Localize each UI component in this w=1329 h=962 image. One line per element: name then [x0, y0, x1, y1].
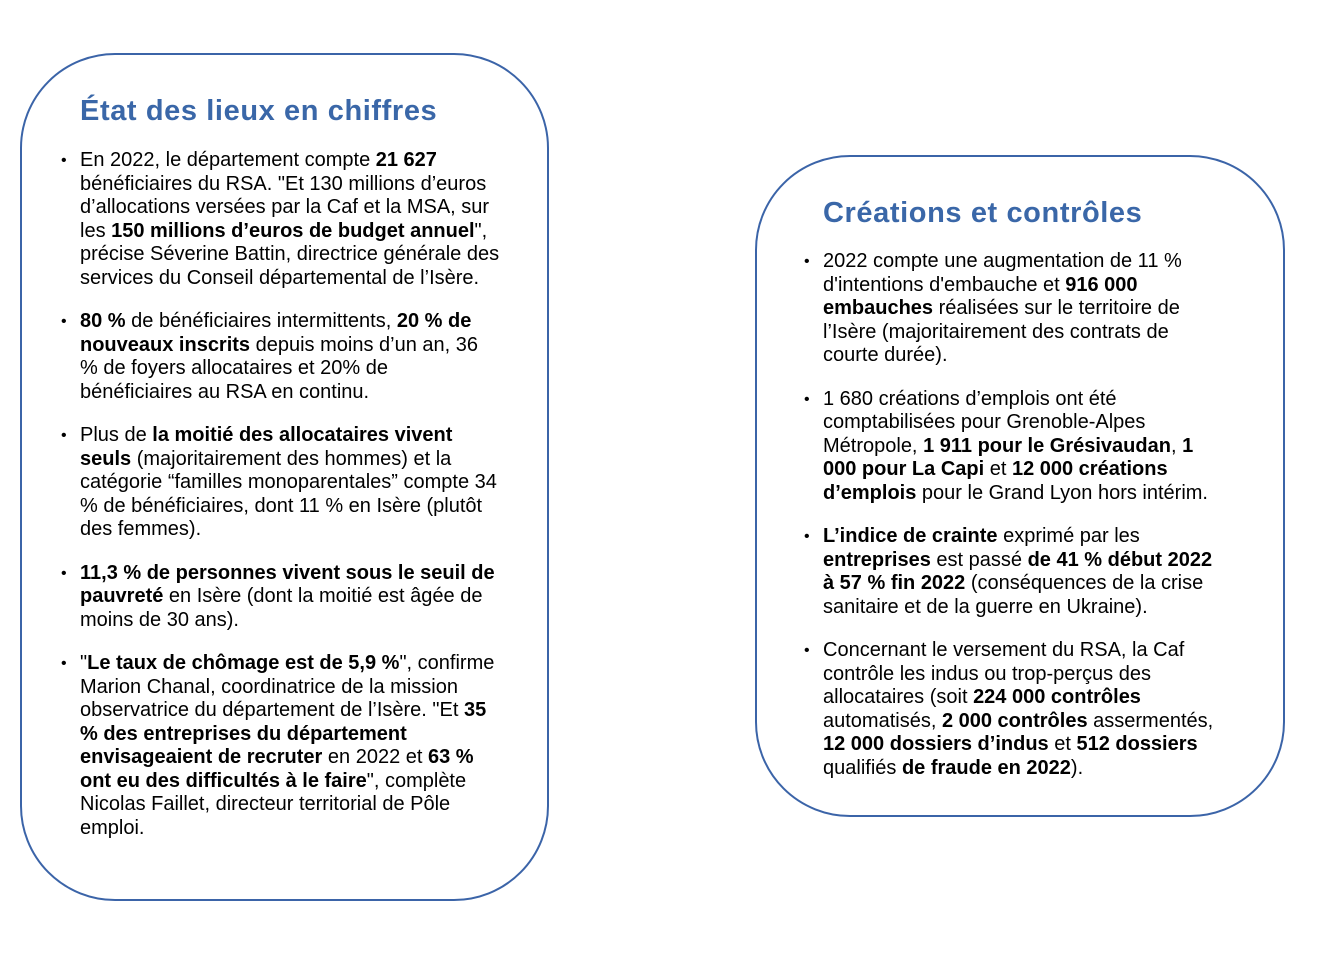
bullet-icon: • — [61, 313, 67, 330]
bold-text: 512 dossiers — [1076, 733, 1198, 755]
bullet-icon: • — [804, 390, 810, 408]
list-item: • "Le taux de chômage est de 5,9 %", conf… — [60, 652, 500, 840]
panel-title: Créations et contrôles — [823, 197, 1143, 229]
bullet-icon: • — [61, 427, 67, 444]
list-item: • L’indice de crainte exprimé par les ent… — [803, 525, 1228, 619]
bold-text: 63 % ont eu des difficultés à le faire — [80, 746, 474, 792]
text: bénéficiaires du RSA. "Et 130 millions d… — [80, 172, 490, 242]
text: en 2022 et — [322, 746, 428, 768]
list-item: • Concernant le versement du RSA, la Caf … — [803, 639, 1228, 780]
bold-text: 20 % de nouveaux inscrits — [80, 310, 472, 356]
list-item: • 80 % de bénéficiaires intermittents, 20… — [60, 310, 500, 404]
text: assermentés, — [1087, 709, 1214, 732]
bold-text: de 41 % début 2022 à 57 % fin 2022 — [823, 548, 1213, 595]
bold-text: 1 000 pour La Capi — [823, 434, 1194, 481]
bullet-icon: • — [61, 152, 67, 169]
text: En 2022, le département compte — [80, 149, 376, 171]
bullet-icon: • — [61, 564, 67, 582]
text: 1 680 créations d’emplois ont été compta… — [823, 387, 1146, 457]
bold-text: 80 % — [80, 310, 126, 332]
text: 2022 compte une augmentation de 11 % d'i… — [823, 250, 1182, 296]
bold-text: entreprises — [823, 548, 931, 571]
stats-panel: État des lieux en chiffres • En 2022, le … — [20, 53, 549, 901]
text: ). — [1070, 756, 1084, 779]
bold-text: de fraude en 2022 — [901, 756, 1071, 779]
creations-list: • 2022 compte une augmentation de 11 % d'… — [803, 250, 1228, 800]
text: et — [984, 458, 1012, 480]
text: depuis moins d’un an, 36 % de foyers all… — [80, 333, 478, 403]
stats-list: • En 2022, le département compte 21 627 b… — [60, 149, 500, 860]
bold-text: 150 millions d’euros de budget annuel — [111, 219, 475, 242]
text: Concernant le versement du RSA, la Caf c… — [823, 639, 1185, 708]
creations-panel: Créations et contrôles • 2022 compte une … — [755, 155, 1285, 817]
text: pour le Grand Lyon hors intérim. — [916, 481, 1208, 504]
text: (majoritairement des hommes) et la catég… — [80, 447, 497, 541]
text: , — [1170, 434, 1183, 457]
bullet-icon: • — [804, 528, 810, 545]
text: qualifiés — [823, 756, 902, 779]
list-item: • En 2022, le département compte 21 627 b… — [60, 149, 500, 290]
text: ", complète Nicolas Faillet, directeur t… — [80, 769, 467, 839]
bold-text: 224 000 contrôles — [973, 686, 1141, 708]
bold-text: L’indice de crainte — [823, 525, 998, 547]
text: " — [80, 652, 88, 674]
bold-text: 12 000 dossiers d’indus — [823, 733, 1049, 755]
bullet-icon: • — [804, 253, 810, 270]
panel-title: État des lieux en chiffres — [80, 95, 438, 127]
bold-text: la moitié des allocataires vivent seuls — [80, 424, 453, 470]
bullet-icon: • — [61, 655, 67, 672]
text: exprimé par les — [997, 525, 1140, 547]
bold-text: 21 627 — [375, 149, 437, 171]
bold-text: 12 000 créations d’emplois — [823, 458, 1168, 504]
text: est passé — [930, 548, 1028, 571]
bullet-icon: • — [804, 642, 810, 659]
bold-text: Le taux de chômage est de 5,9 % — [87, 652, 400, 674]
text: réalisées sur le territoire de l’Isère (… — [823, 297, 1180, 366]
list-item: • Plus de la moitié des allocataires vive… — [60, 424, 500, 542]
bold-text: 916 000 embauches — [823, 273, 1138, 320]
text: en Isère (dont la moitié est âgée de moi… — [80, 585, 483, 631]
list-item: • 2022 compte une augmentation de 11 % d'… — [803, 250, 1228, 368]
bold-text: 11,3 % de personnes vivent sous le seuil… — [80, 561, 495, 608]
bold-text: 2 000 contrôles — [941, 709, 1088, 732]
text: automatisés, — [823, 709, 942, 732]
bold-text: 1 911 pour le Grésivaudan — [923, 434, 1171, 457]
text: de bénéficiaires intermittents, — [125, 310, 397, 332]
list-item: • 11,3 % de personnes vivent sous le seui… — [60, 562, 500, 633]
list-item: • 1 680 créations d’emplois ont été compt… — [803, 388, 1228, 506]
bold-text: 35 % des entreprises du département envi… — [80, 699, 487, 768]
text: (conséquences de la crise sanitaire et d… — [823, 572, 1204, 618]
text: ", confirme Marion Chanal, coordinatrice… — [80, 652, 495, 721]
text: Plus de — [80, 424, 153, 446]
text: et — [1048, 733, 1077, 755]
text: ", précise Séverine Battin, directrice g… — [80, 219, 500, 289]
